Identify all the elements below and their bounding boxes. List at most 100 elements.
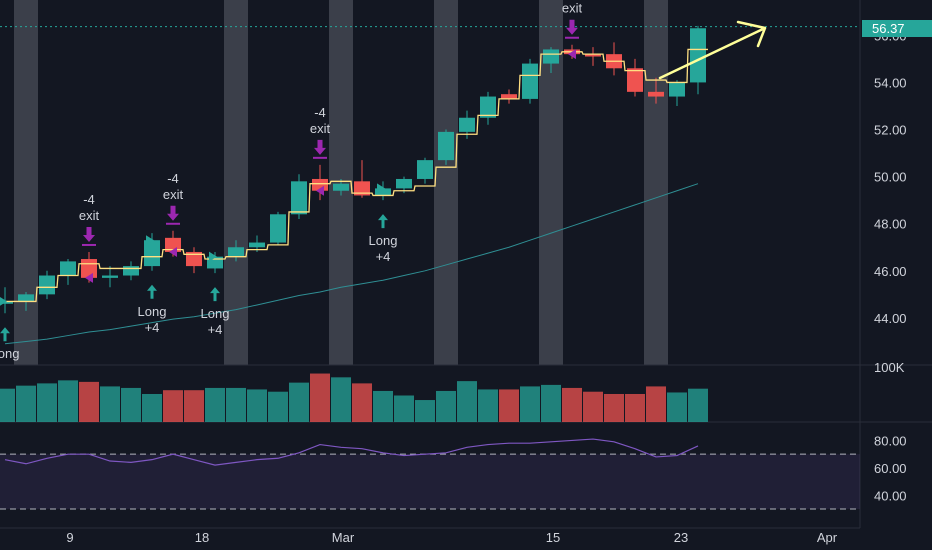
- volume-bar: [436, 390, 456, 422]
- volume-bar: [16, 385, 36, 422]
- volume-bar: [373, 390, 393, 422]
- exit-arrow-icon: [167, 205, 179, 221]
- candle-body: [354, 181, 370, 196]
- entry-marker-icon: [0, 297, 7, 306]
- volume-bar: [478, 389, 498, 422]
- signal-label: Long: [369, 233, 398, 248]
- volume-bar: [58, 380, 78, 422]
- long-arrow-icon: [0, 327, 10, 342]
- candle-body: [81, 259, 97, 278]
- signal-label: +4: [145, 320, 160, 335]
- volume-bar: [268, 391, 288, 422]
- signal-label: -4: [83, 192, 95, 207]
- candle-body: [0, 301, 13, 304]
- highlight-band: [224, 0, 248, 365]
- candle: [228, 240, 244, 262]
- candle-body: [39, 275, 55, 295]
- rsi-axis-label: 80.00: [874, 433, 907, 448]
- time-axis-label: 9: [66, 530, 73, 545]
- price-axis-label: 54.00: [874, 75, 907, 90]
- volume-bar: [562, 387, 582, 422]
- candle-body: [522, 63, 538, 99]
- candle-body: [228, 247, 244, 257]
- candle: [522, 58, 538, 104]
- entry-marker-icon: [209, 251, 217, 262]
- volume-bar: [394, 395, 414, 422]
- time-axis-label: 18: [195, 530, 209, 545]
- signal-label: -4: [314, 105, 326, 120]
- exit-marker-icon: [85, 272, 93, 283]
- step-line: [0, 48, 708, 303]
- candle-body: [333, 183, 349, 191]
- entry-marker-icon: [377, 183, 385, 194]
- volume-bar: [646, 386, 666, 422]
- volume-bar: [142, 393, 162, 422]
- moving-average-line: [4, 183, 699, 345]
- volume-bar: [688, 388, 708, 422]
- signal-label: exit: [79, 208, 100, 223]
- volume-bar: [625, 393, 645, 422]
- exit-marker-icon: [169, 246, 177, 257]
- candle-body: [480, 96, 496, 118]
- exit-arrow-icon: [566, 19, 578, 35]
- time-axis-label: Apr: [817, 530, 838, 545]
- candle-body: [207, 256, 223, 269]
- signal-label: Long: [201, 306, 230, 321]
- volume-bar: [79, 381, 99, 422]
- candle-body: [123, 266, 139, 276]
- volume-bar: [667, 392, 687, 422]
- highlight-band: [644, 0, 668, 365]
- candle-body: [60, 261, 76, 276]
- candle: [438, 129, 454, 165]
- rsi-axis-label: 60.00: [874, 461, 907, 476]
- long-arrow-icon: [210, 287, 220, 302]
- candle-body: [459, 117, 475, 132]
- candle: [648, 77, 664, 104]
- volume-bar: [184, 390, 204, 422]
- volume-bar: [205, 387, 225, 422]
- candle: [627, 58, 643, 97]
- volume-bar: [415, 400, 435, 422]
- rsi-band: [0, 454, 860, 510]
- candle-body: [18, 294, 34, 302]
- volume-bar: [520, 386, 540, 422]
- candle: [375, 181, 391, 201]
- candle: [501, 89, 517, 104]
- exit-arrow-icon: [83, 226, 95, 242]
- candle: [186, 247, 202, 274]
- candle-body: [501, 94, 517, 99]
- volume-bar: [499, 389, 519, 422]
- price-axis-label: 44.00: [874, 311, 907, 326]
- rsi-line: [4, 438, 699, 466]
- volume-bar: [100, 386, 120, 422]
- signal-label: Long: [0, 346, 19, 361]
- candle: [417, 157, 433, 184]
- volume-bar: [331, 377, 351, 422]
- candle: [123, 261, 139, 281]
- candle-body: [438, 131, 454, 161]
- volume-bar: [604, 393, 624, 422]
- long-arrow-icon: [378, 214, 388, 229]
- exit-marker-icon: [316, 185, 324, 196]
- candle-body: [669, 82, 685, 97]
- price-axis-label: 50.00: [874, 170, 907, 185]
- signal-label: +4: [376, 249, 391, 264]
- candle: [270, 211, 286, 245]
- volume-bar: [247, 389, 267, 422]
- rsi-axis-label: 40.00: [874, 488, 907, 503]
- signal-label: exit: [163, 187, 184, 202]
- signal-label: +4: [208, 322, 223, 337]
- candle-body: [270, 214, 286, 243]
- exit-arrow-icon: [314, 139, 326, 155]
- signal-label: -4: [167, 171, 179, 186]
- candle: [480, 91, 496, 125]
- signal-label: exit: [310, 121, 331, 136]
- candle: [669, 80, 685, 106]
- volume-bar: [289, 382, 309, 422]
- volume-bar: [583, 391, 603, 422]
- volume-bar: [310, 373, 330, 422]
- entry-marker-icon: [146, 235, 154, 246]
- signal-label: Long: [138, 304, 167, 319]
- volume-bar: [352, 383, 372, 422]
